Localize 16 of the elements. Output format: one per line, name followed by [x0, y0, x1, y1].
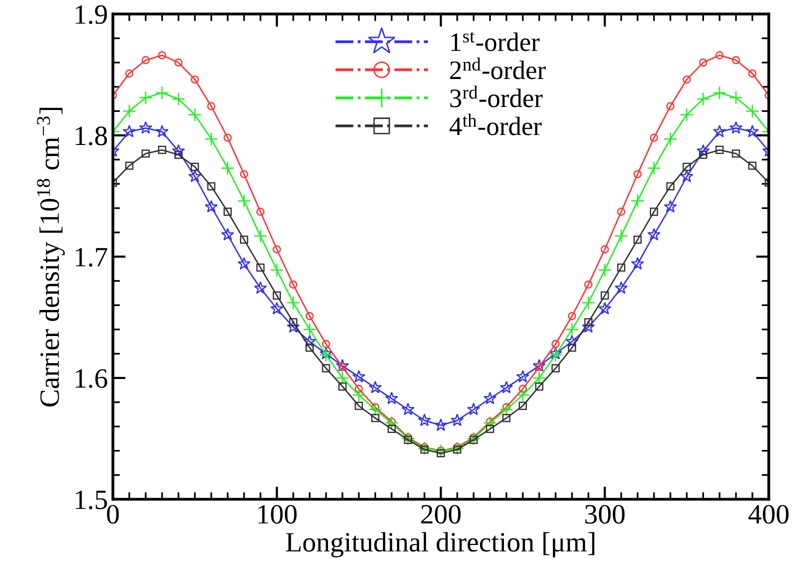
y-axis-title: Carrier density [10$^{18}$ cm$^{−3}$]	[36, 108, 65, 406]
legend-label: 1$^{st}$-order	[451, 32, 540, 52]
y-tick-label: 1.7	[76, 248, 108, 267]
legend-label: 3$^{rd}$-order	[450, 86, 543, 108]
x-axis-title: Longitudinal direction [μm]	[286, 532, 594, 558]
legend-label: 2$^{nd}$-order	[450, 58, 546, 80]
x-tick-label: 200	[421, 504, 461, 524]
x-tick-label: 100	[258, 504, 297, 524]
x-tick-label: 300	[585, 504, 625, 524]
x-tick-label: 0	[107, 504, 119, 524]
x-tick-label: 400	[748, 504, 789, 524]
y-tick-label: 1.9	[76, 5, 107, 24]
y-tick-label: 1.5	[76, 490, 107, 510]
legend-label: 4$^{th}$-order	[450, 114, 542, 136]
y-tick-label: 1.8	[76, 126, 107, 146]
y-tick-label: 1.6	[76, 369, 108, 388]
